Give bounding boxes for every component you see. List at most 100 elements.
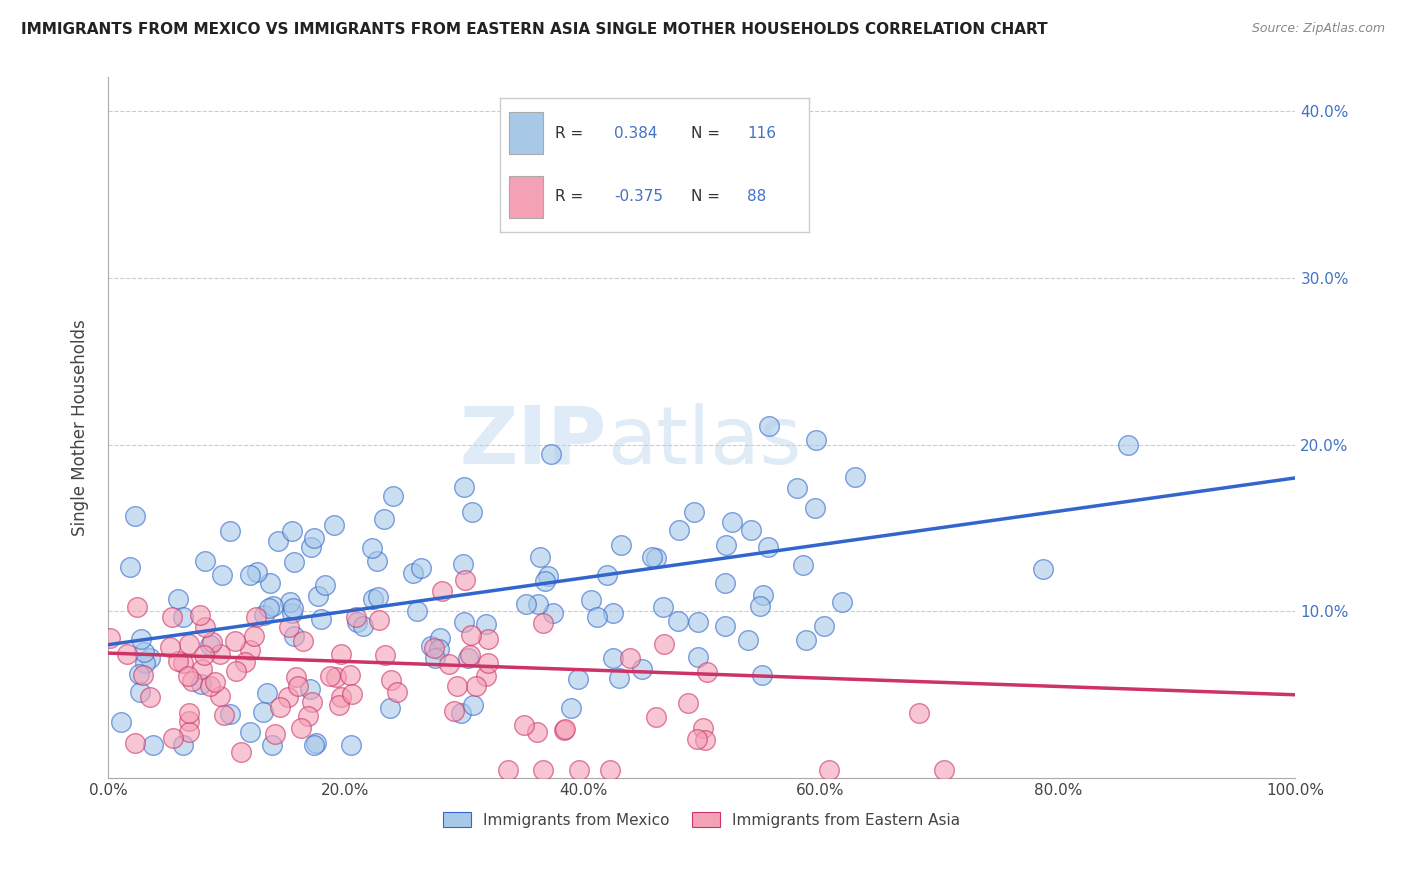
Point bbox=[378, 701, 401, 715]
Point bbox=[299, 541, 322, 555]
Point bbox=[188, 607, 211, 622]
Point bbox=[297, 709, 319, 723]
Point bbox=[330, 690, 353, 704]
Point bbox=[374, 648, 396, 662]
Point bbox=[214, 707, 236, 722]
Point bbox=[193, 648, 215, 662]
Point bbox=[204, 675, 226, 690]
Point bbox=[124, 736, 146, 750]
Point bbox=[128, 667, 150, 681]
Point bbox=[464, 679, 486, 693]
Point bbox=[446, 679, 468, 693]
Point bbox=[818, 763, 841, 777]
Point bbox=[368, 613, 391, 627]
Point bbox=[229, 745, 252, 759]
Point bbox=[290, 722, 312, 736]
Point bbox=[256, 686, 278, 700]
Point bbox=[257, 600, 280, 615]
Point bbox=[323, 518, 346, 533]
Point bbox=[98, 631, 121, 645]
Point bbox=[683, 505, 706, 519]
Text: atlas: atlas bbox=[607, 403, 801, 481]
Point bbox=[283, 630, 305, 644]
Point bbox=[127, 599, 149, 614]
Point bbox=[568, 763, 591, 777]
Point bbox=[831, 595, 853, 609]
Point bbox=[645, 710, 668, 724]
Point bbox=[252, 705, 274, 719]
Point bbox=[346, 615, 368, 629]
Point bbox=[932, 763, 955, 777]
Point bbox=[531, 615, 554, 630]
Point bbox=[716, 538, 738, 552]
Point bbox=[696, 665, 718, 680]
Point bbox=[243, 629, 266, 643]
Point bbox=[1032, 562, 1054, 576]
Point bbox=[458, 648, 481, 662]
Point bbox=[749, 599, 772, 613]
Point bbox=[794, 633, 817, 648]
Point bbox=[475, 669, 498, 683]
Point bbox=[177, 706, 200, 720]
Point bbox=[599, 763, 621, 777]
Point bbox=[167, 654, 190, 668]
Point bbox=[423, 651, 446, 665]
Point bbox=[533, 574, 555, 588]
Point bbox=[219, 707, 242, 722]
Point bbox=[451, 558, 474, 572]
Point bbox=[430, 583, 453, 598]
Point bbox=[283, 601, 305, 615]
Point bbox=[721, 515, 744, 529]
Point bbox=[239, 725, 262, 739]
Point bbox=[180, 673, 202, 688]
Point bbox=[314, 578, 336, 592]
Point bbox=[644, 551, 666, 566]
Point bbox=[118, 559, 141, 574]
Point bbox=[269, 699, 291, 714]
Point bbox=[630, 662, 652, 676]
Point bbox=[277, 619, 299, 633]
Point bbox=[283, 555, 305, 569]
Point bbox=[427, 642, 450, 657]
Point bbox=[668, 523, 690, 537]
Point bbox=[278, 594, 301, 608]
Point bbox=[292, 633, 315, 648]
Point bbox=[309, 612, 332, 626]
Point bbox=[239, 642, 262, 657]
Point bbox=[253, 607, 276, 622]
Point bbox=[751, 668, 773, 682]
Point bbox=[239, 568, 262, 582]
Point bbox=[301, 695, 323, 709]
Point bbox=[439, 657, 461, 671]
Point bbox=[531, 763, 554, 777]
Point bbox=[692, 721, 714, 735]
Point bbox=[429, 631, 451, 645]
Point bbox=[792, 558, 814, 573]
Point bbox=[380, 673, 402, 687]
Point bbox=[319, 668, 342, 682]
Point bbox=[758, 418, 780, 433]
Point bbox=[302, 738, 325, 752]
Point bbox=[540, 447, 562, 461]
Point bbox=[553, 723, 575, 738]
Point bbox=[262, 599, 284, 613]
Point bbox=[381, 489, 404, 503]
Point bbox=[367, 591, 389, 605]
Point bbox=[609, 538, 631, 552]
Point bbox=[651, 599, 673, 614]
Point bbox=[607, 671, 630, 685]
Point bbox=[813, 619, 835, 633]
Point bbox=[453, 480, 475, 494]
Point bbox=[457, 650, 479, 665]
Point bbox=[352, 619, 374, 633]
Point bbox=[160, 609, 183, 624]
Point bbox=[179, 637, 201, 651]
Point bbox=[281, 606, 304, 620]
Point bbox=[194, 620, 217, 634]
Point bbox=[177, 669, 200, 683]
Point bbox=[284, 670, 307, 684]
Point bbox=[344, 609, 367, 624]
Point bbox=[172, 738, 194, 752]
Point bbox=[477, 632, 499, 647]
Point bbox=[339, 738, 361, 752]
